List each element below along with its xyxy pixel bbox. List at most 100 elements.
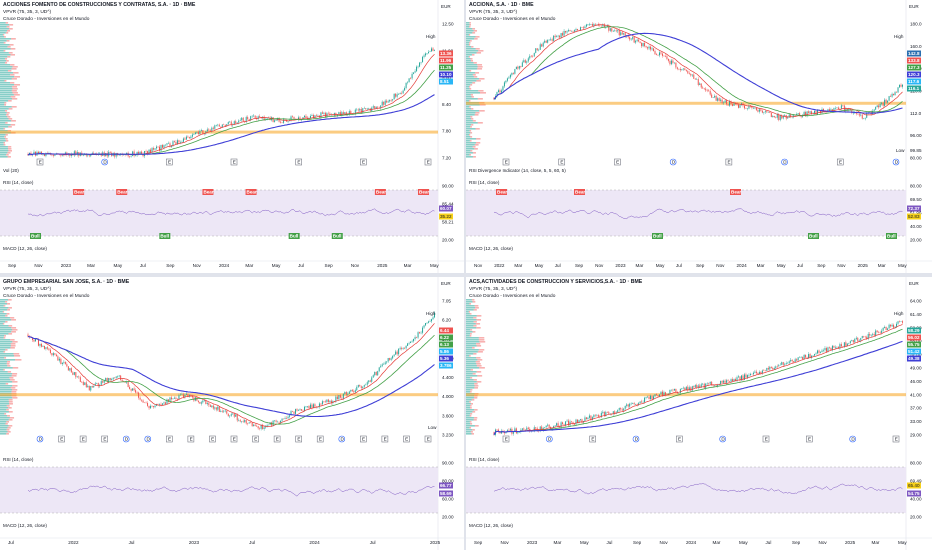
candle-body — [226, 410, 228, 414]
vpvr-bar — [9, 24, 14, 26]
vpvr-bar — [0, 303, 8, 305]
candle-body — [147, 403, 149, 406]
candle-body — [685, 386, 687, 391]
vpvr-bar — [466, 327, 477, 329]
price-tag — [439, 362, 453, 369]
study-label[interactable]: Cruce Dorado - Inversiones en el Mundo — [3, 17, 90, 22]
vpvr-bar — [466, 399, 472, 401]
indicator-label: RSI Divergence Indicator (14, close, 5, … — [469, 168, 566, 173]
candle-body — [757, 373, 759, 375]
price-tag-text: 13.36 — [440, 51, 452, 56]
vpvr-bar — [466, 60, 471, 62]
candle-body — [594, 414, 596, 416]
candle-body — [820, 110, 822, 114]
candle-body — [508, 77, 510, 79]
vpvr-bar — [12, 92, 18, 94]
candle-body — [718, 98, 720, 101]
vpvr-bar — [0, 44, 10, 46]
candle-body — [733, 379, 735, 382]
vpvr-bar — [466, 136, 471, 138]
price-tick: 180.0 — [910, 22, 922, 27]
low-label: Low — [896, 148, 905, 153]
vpvr-bar — [0, 323, 3, 325]
vpvr-bar — [0, 355, 15, 357]
candle-body — [864, 117, 866, 119]
candle-body — [280, 420, 282, 423]
rsi-tag-text: 65.40 — [908, 483, 920, 488]
rsi-tag — [439, 213, 453, 220]
vpvr-bar — [10, 347, 15, 349]
candle-body — [253, 424, 255, 427]
vpvr-bar — [0, 415, 7, 417]
candle-body — [420, 332, 422, 334]
candle-body — [410, 341, 412, 343]
vpvr-bar — [0, 371, 8, 373]
candle-body — [857, 113, 859, 115]
candle-body — [521, 62, 523, 67]
candle-body — [690, 387, 692, 391]
candle-body — [348, 111, 350, 115]
chart-pane-acs[interactable]: EUR64.0061.4058.0055.0052.0049.0046.0041… — [466, 277, 932, 550]
chart-pane-sanjose[interactable]: EUR7.056.205.404.8004.4004.0003.6003.230… — [0, 277, 464, 550]
vpvr-bar — [0, 345, 11, 347]
earnings-marker — [209, 435, 216, 443]
vpvr-bar — [7, 56, 11, 58]
candle-body — [557, 35, 559, 37]
vpvr-bar — [2, 311, 5, 313]
vpvr-bar — [466, 72, 476, 74]
candle-body — [833, 345, 835, 348]
candle-body — [303, 406, 305, 411]
candle-body — [75, 151, 77, 155]
rsi-signal — [116, 189, 128, 195]
vpvr-label[interactable]: VPVR (75, 35, 3, UD^) — [469, 287, 518, 292]
candle-body — [676, 67, 678, 69]
candle-body — [633, 37, 635, 43]
vpvr-bar — [466, 405, 470, 407]
candle-body — [748, 374, 750, 376]
candle-body — [212, 127, 214, 129]
candle-body — [221, 410, 223, 412]
candle-body — [802, 357, 804, 360]
vpvr-bar — [12, 367, 19, 369]
study-label[interactable]: Cruce Dorado - Inversiones en el Mundo — [469, 17, 556, 22]
candle-body — [169, 143, 171, 147]
rsi-tick: 40.00 — [910, 497, 922, 502]
event-marker-text: E — [82, 437, 85, 442]
vpvr-bar — [5, 301, 8, 303]
candle-body — [118, 154, 120, 156]
rsi-tag — [907, 213, 921, 220]
candle-body — [363, 385, 365, 387]
candle-body — [851, 340, 853, 342]
vpvr-bar — [0, 333, 9, 335]
vpvr-bar — [0, 315, 6, 317]
vpvr-label[interactable]: VPVR (75, 35, 3, UD^) — [3, 287, 52, 292]
candle-body — [636, 39, 638, 41]
candle-body — [746, 108, 748, 110]
vpvr-label[interactable]: VPVR (75, 35, 3, UD^) — [469, 10, 518, 15]
candle-body — [593, 414, 595, 418]
candle-body — [196, 131, 198, 133]
candle-body — [669, 60, 671, 65]
vpvr-label[interactable]: VPVR (75, 35, 3, UD^) — [3, 10, 52, 15]
price-tag — [439, 341, 453, 348]
time-tick: Jul — [298, 263, 304, 268]
vpvr-bar — [466, 52, 477, 54]
study-label[interactable]: Cruce Dorado - Inversiones en el Mundo — [3, 294, 90, 299]
candle-body — [299, 117, 301, 121]
chart-pane-acciona[interactable]: EUR180.0160.0140.0120.0112.096.0080.0014… — [466, 0, 932, 273]
candle-body — [100, 381, 102, 385]
chart-pane-fcc[interactable]: EUR12.5011.009.608.407.807.2013.3611.961… — [0, 0, 464, 273]
candle-body — [854, 338, 856, 343]
study-label[interactable]: Cruce Dorado - Inversiones en el Mundo — [469, 294, 556, 299]
horizontal-divider[interactable] — [0, 273, 932, 277]
candle-body — [156, 146, 158, 149]
candle-body — [244, 420, 246, 422]
vpvr-bar — [0, 100, 9, 102]
candle-body — [33, 151, 35, 155]
candle-body — [548, 424, 550, 427]
price-tag-text: 6.13 — [440, 342, 449, 347]
vpvr-bar — [7, 30, 11, 32]
vpvr-bar — [0, 429, 7, 431]
candle-body — [233, 121, 235, 125]
candle-body — [697, 385, 699, 388]
